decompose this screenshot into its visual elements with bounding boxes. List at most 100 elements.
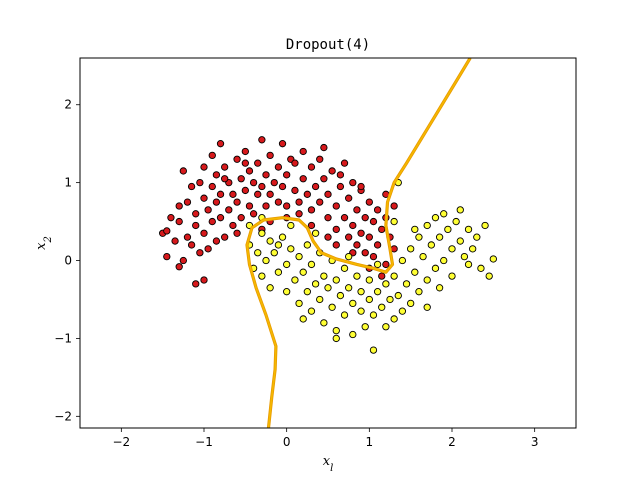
class-0-point	[266, 151, 274, 160]
class-0-point	[258, 136, 266, 144]
class-1-point	[320, 319, 328, 327]
class-0-point	[192, 221, 200, 230]
class-1-point	[303, 241, 311, 249]
class-0-point	[245, 202, 254, 210]
class-1-point	[489, 255, 497, 263]
class-1-point	[291, 276, 299, 284]
class-1-point	[274, 268, 283, 276]
class-0-point	[291, 159, 299, 167]
class-1-point	[423, 276, 431, 284]
class-1-point	[373, 260, 382, 269]
class-0-point	[365, 198, 373, 206]
class-1-point	[431, 214, 440, 222]
class-1-point	[365, 295, 373, 304]
class-1-point	[411, 225, 419, 234]
class-1-point	[287, 221, 295, 230]
class-1-point	[398, 307, 407, 315]
class-0-point	[332, 225, 340, 234]
class-1-point	[481, 221, 489, 230]
class-0-point	[378, 225, 386, 234]
class-1-point	[295, 299, 303, 308]
class-0-point	[208, 151, 216, 160]
class-0-point	[200, 163, 208, 171]
class-1-point	[448, 272, 456, 280]
class-0-point	[245, 167, 254, 175]
class-0-point	[340, 214, 349, 222]
class-0-point	[349, 221, 357, 230]
class-1-point	[427, 241, 435, 249]
class-0-point	[233, 229, 241, 237]
class-0-point	[200, 229, 208, 237]
class-1-point	[423, 303, 431, 311]
class-0-point	[332, 202, 340, 210]
class-0-point	[221, 233, 229, 241]
class-1-point	[448, 245, 456, 253]
class-0-point	[303, 190, 311, 198]
class-0-point	[266, 190, 274, 198]
x-tick-label: −1	[195, 435, 213, 449]
class-0-point	[390, 202, 398, 210]
x-tick-label: 3	[531, 435, 539, 449]
class-1-point	[402, 280, 411, 288]
class-1-point	[320, 272, 328, 280]
class-1-point	[283, 288, 291, 296]
class-0-point	[221, 175, 229, 183]
class-0-point	[382, 260, 390, 269]
class-1-point	[378, 303, 386, 311]
class-1-point	[345, 284, 353, 292]
class-1-point	[307, 307, 316, 315]
class-0-point	[278, 140, 287, 148]
class-1-point	[373, 288, 382, 296]
class-0-point	[295, 198, 303, 206]
decision-boundary-highlight	[246, 58, 471, 428]
class-0-point	[163, 227, 171, 235]
class-0-point	[365, 233, 373, 241]
class-0-point	[204, 245, 212, 253]
class-1-point	[357, 307, 365, 315]
class-0-point	[320, 143, 328, 152]
class-0-point	[163, 252, 171, 261]
class-0-point	[307, 206, 316, 214]
class-0-point	[345, 194, 353, 202]
class-0-point	[212, 198, 221, 206]
class-0-point	[295, 210, 303, 218]
class-0-point	[324, 214, 332, 222]
x-tick-label: 0	[283, 435, 291, 449]
class-0-point	[336, 171, 345, 179]
class-1-point	[469, 245, 477, 253]
class-0-point	[241, 147, 249, 156]
class-1-point	[464, 260, 473, 269]
class-0-point	[200, 194, 208, 202]
class-1-point	[258, 272, 266, 280]
class-0-point	[179, 167, 187, 175]
class-0-point	[283, 202, 291, 210]
class-1-point	[415, 233, 423, 241]
x-tick-label: −2	[112, 435, 130, 449]
class-1-point	[431, 264, 440, 272]
class-0-point	[212, 237, 221, 245]
class-0-point	[216, 140, 225, 148]
class-0-point	[204, 206, 212, 214]
class-0-point	[187, 182, 196, 191]
x-tick-label: 2	[448, 435, 456, 449]
class-1-point	[340, 264, 349, 272]
class-1-point	[464, 225, 473, 234]
class-0-point	[324, 190, 332, 198]
class-1-point	[456, 206, 464, 214]
class-0-point	[216, 214, 225, 222]
class-1-point	[435, 233, 444, 241]
class-0-point	[369, 252, 378, 261]
class-1-point	[274, 241, 283, 249]
class-0-point	[225, 206, 233, 214]
class-1-point	[307, 260, 316, 269]
class-0-point	[283, 171, 291, 179]
y-tick-label: 0	[64, 254, 72, 268]
class-0-point	[249, 178, 258, 187]
class-1-point	[456, 237, 464, 245]
class-0-point	[340, 159, 349, 167]
y-tick-label: 1	[64, 176, 72, 190]
class-0-point	[192, 280, 200, 288]
class-0-point	[192, 210, 200, 218]
